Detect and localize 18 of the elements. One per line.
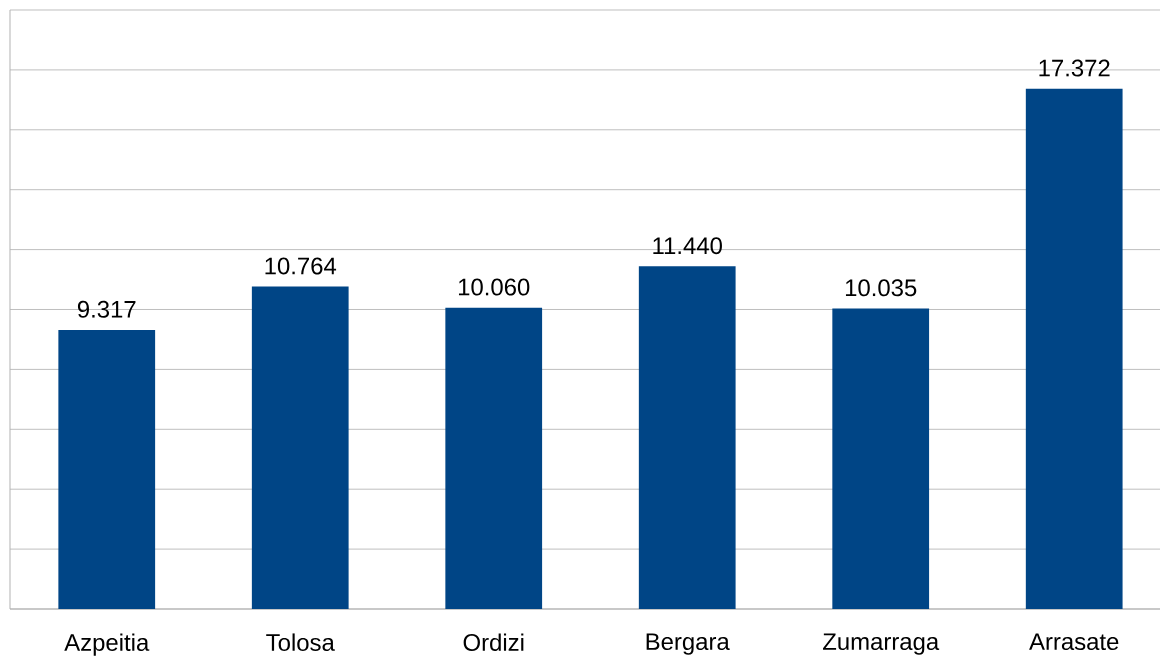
x-tick-label: Arrasate <box>1029 633 1119 651</box>
x-tick-label: Ordizi <box>463 633 524 651</box>
data-label: 10.764 <box>265 257 337 275</box>
bar <box>1025 88 1123 609</box>
x-tick-label: Azpeitia <box>64 633 150 656</box>
bar <box>251 286 349 609</box>
x-tick-label: Tolosa <box>266 633 335 651</box>
bar <box>832 308 930 609</box>
bar <box>638 266 736 609</box>
data-label: 9.317 <box>77 300 136 318</box>
x-tick-label: Bergara <box>646 633 730 655</box>
bar <box>445 307 543 609</box>
data-label: 10.060 <box>458 278 530 296</box>
data-label: 10.035 <box>845 279 917 297</box>
x-tick-label: Zumarraga <box>823 633 940 655</box>
data-label: 17.372 <box>1039 59 1110 77</box>
data-label: 11.440 <box>653 237 722 255</box>
bar <box>58 329 156 609</box>
